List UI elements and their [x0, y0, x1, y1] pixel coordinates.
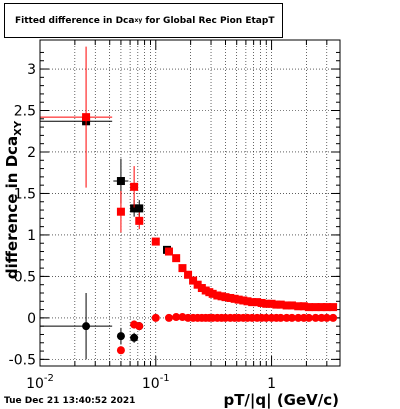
chart-title-suffix: for Global Rec Pion EtapT [142, 15, 275, 26]
data-point-square [253, 298, 262, 307]
data-point-circle [322, 313, 331, 322]
chart-title-sub: xy [134, 17, 143, 24]
plot-area [40, 40, 340, 366]
data-points [40, 46, 338, 360]
data-point-circle [294, 313, 303, 322]
data-point-square [172, 254, 181, 263]
data-point-square [267, 299, 276, 308]
data-point-circle [82, 322, 91, 331]
data-point-square [287, 301, 296, 310]
x-tick-label: 10-2 [26, 373, 54, 392]
data-point-square [135, 204, 144, 213]
data-point-square [151, 237, 160, 246]
x-tick-label-base: 10 [26, 376, 44, 392]
data-point-circle [287, 313, 296, 322]
data-point-square [322, 303, 331, 312]
data-point-square [262, 299, 271, 308]
data-point-square [243, 297, 252, 306]
x-tick-label-exponent: -2 [44, 373, 54, 384]
chart-title-main: Fitted difference in Dca [15, 15, 135, 26]
y-tick-label: 0 [27, 311, 36, 327]
data-point-circle [329, 313, 338, 322]
data-point-square [130, 182, 139, 191]
data-point-circle [172, 313, 181, 322]
data-point-square [221, 293, 230, 302]
data-point-square [116, 177, 125, 186]
y-tick-label: 2.5 [14, 104, 36, 120]
data-point-square [226, 293, 235, 302]
y-tick-label: 1 [27, 228, 36, 244]
data-point-square [257, 298, 266, 307]
data-point-square [276, 300, 285, 309]
data-point-square [130, 204, 139, 213]
data-point-square [282, 301, 291, 310]
data-point-circle [116, 346, 125, 355]
y-tick-label: -0.5 [9, 352, 36, 368]
data-point-square [304, 303, 313, 312]
data-point-circle [130, 333, 139, 342]
data-point-square [329, 303, 338, 312]
x-axis-label: pT/|q| (GeV/c) [223, 391, 339, 409]
data-point-circle [151, 313, 160, 322]
data-point-square [294, 302, 303, 311]
data-point-square [272, 300, 281, 309]
grid [39, 40, 340, 366]
data-point-square [208, 289, 217, 298]
data-point-square [189, 276, 198, 285]
data-point-square [239, 296, 248, 305]
data-point-square [164, 247, 173, 256]
data-point-circle [116, 332, 125, 341]
data-point-circle [164, 313, 173, 322]
data-point-square [178, 264, 187, 273]
y-tick-label: 2 [27, 145, 36, 161]
chart-title: Fitted difference in Dca xy for Global Re… [4, 3, 283, 38]
x-tick-label-base: 10 [142, 376, 160, 392]
plot-frame [39, 39, 341, 367]
data-point-square [317, 303, 326, 312]
data-point-square [248, 298, 257, 307]
data-point-square [213, 291, 222, 300]
data-point-square [116, 207, 125, 216]
data-point-circle [311, 313, 320, 322]
y-axis-label-sub: XY [13, 120, 24, 136]
data-point-square [311, 303, 320, 312]
y-tick-label: 3 [27, 62, 36, 78]
x-tick-label: 1 [267, 376, 276, 392]
y-axis-label-main: difference in Dca [3, 136, 21, 279]
data-point-square [135, 216, 144, 225]
data-point-square [230, 294, 239, 303]
x-tick-label: 10-1 [142, 373, 170, 392]
data-point-square [82, 113, 91, 122]
y-tick-label: 1.5 [14, 186, 36, 202]
y-axis-label: difference in DcaXY [3, 120, 24, 279]
data-point-circle [276, 313, 285, 322]
data-point-square [299, 302, 308, 311]
data-point-circle [135, 322, 144, 331]
timestamp: Tue Dec 21 13:40:52 2021 [4, 396, 136, 406]
data-point-square [184, 270, 193, 279]
data-point-circle [304, 313, 313, 322]
x-tick-label-base: 1 [267, 376, 276, 392]
y-tick-label: 0.5 [14, 269, 36, 285]
data-point-square [234, 295, 243, 304]
x-tick-label-exponent: -1 [160, 373, 170, 384]
data-point-square [193, 280, 202, 289]
